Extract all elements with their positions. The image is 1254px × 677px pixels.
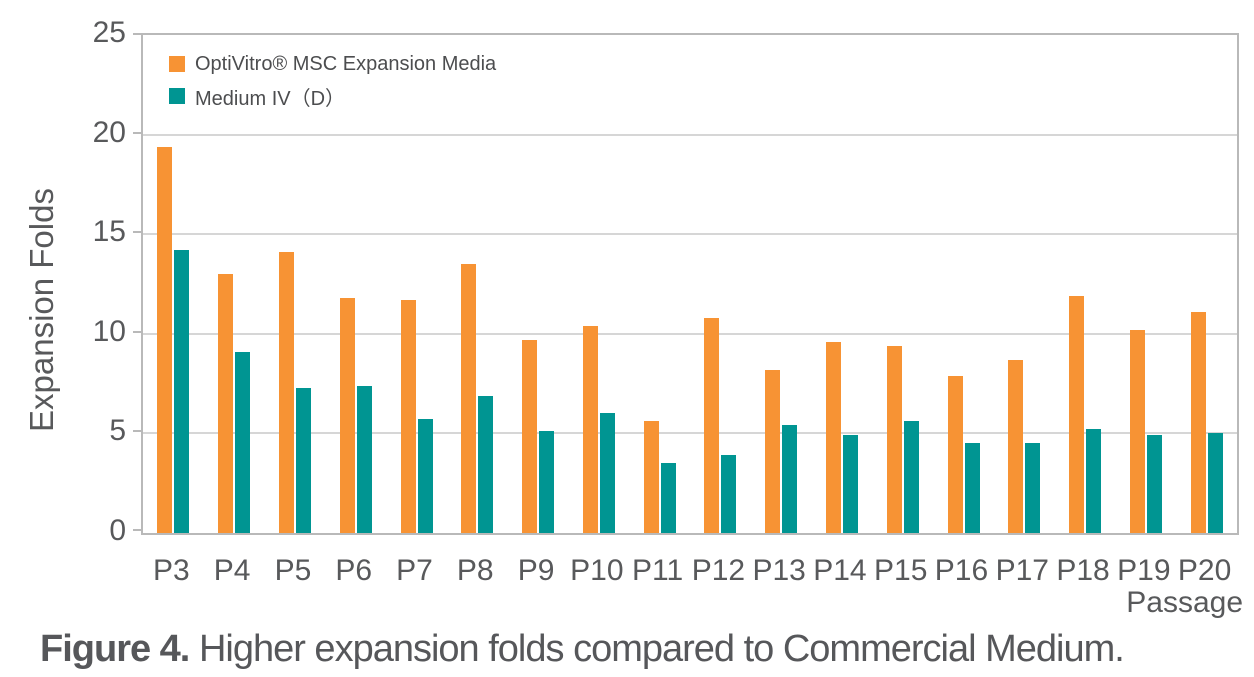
y-tick-mark	[133, 33, 141, 35]
bar-p13-optivitro-msc-expansion-media	[765, 369, 781, 533]
caption-text: Higher expansion folds compared to Comme…	[198, 628, 1125, 670]
legend-item-medium-iv: Medium IV（D）	[169, 85, 496, 110]
bar-p5-medium-iv-d	[295, 387, 311, 533]
bar-p15-medium-iv-d	[903, 421, 919, 533]
x-tick-label-p8: P8	[456, 554, 494, 587]
x-tick-label-p9: P9	[517, 554, 555, 587]
gridline-y5	[143, 432, 1237, 435]
gridline-y15	[143, 233, 1237, 236]
y-tick-mark	[133, 529, 141, 531]
x-tick-label-p19: P19	[1117, 554, 1171, 587]
figure-caption: Figure 4. Higher expansion folds compare…	[40, 628, 1125, 671]
caption-prefix: Figure 4.	[40, 628, 190, 670]
y-tick-mark	[133, 430, 141, 433]
legend-item-optivitro: OptiVitro® MSC Expansion Media	[169, 53, 496, 75]
bar-p14-optivitro-msc-expansion-media	[825, 341, 841, 533]
x-tick-label-p7: P7	[396, 554, 433, 587]
bar-p20-medium-iv-d	[1207, 433, 1223, 533]
bar-p19-medium-iv-d	[1146, 435, 1162, 533]
x-tick-label-p15: P15	[874, 554, 928, 587]
x-tick-label-p10: P10	[570, 554, 624, 587]
y-tick-label-5: 5	[109, 414, 126, 448]
bar-p9-medium-iv-d	[539, 431, 555, 533]
x-tick-label-p4: P4	[213, 554, 251, 587]
y-tick-mark	[133, 131, 141, 134]
bar-p10-optivitro-msc-expansion-media	[582, 325, 598, 533]
bar-p8-optivitro-msc-expansion-media	[461, 264, 477, 533]
legend-swatch-teal-icon	[169, 88, 185, 104]
bar-p18-medium-iv-d	[1086, 429, 1102, 533]
x-tick-label-p16: P16	[934, 554, 989, 587]
legend-swatch-orange-icon	[169, 56, 185, 72]
plot-area: OptiVitro® MSC Expansion Media Medium IV…	[141, 33, 1239, 535]
chart-legend: OptiVitro® MSC Expansion Media Medium IV…	[169, 53, 496, 117]
bar-p4-medium-iv-d	[235, 351, 251, 533]
bar-p12-optivitro-msc-expansion-media	[704, 317, 720, 533]
y-tick-label-20: 20	[92, 115, 126, 149]
bar-p11-optivitro-msc-expansion-media	[643, 421, 659, 533]
y-axis-title: Expansion Folds	[23, 188, 60, 432]
x-tick-label-p17: P17	[995, 554, 1049, 587]
bar-p7-medium-iv-d	[417, 419, 433, 533]
legend-label: OptiVitro® MSC Expansion Media	[195, 52, 497, 75]
y-tick-label-25: 25	[92, 16, 126, 49]
x-tick-label-p13: P13	[752, 554, 806, 587]
bar-p4-optivitro-msc-expansion-media	[218, 274, 234, 533]
bar-p10-medium-iv-d	[599, 413, 615, 533]
x-tick-label-p20: P20	[1177, 554, 1232, 587]
bar-p20-optivitro-msc-expansion-media	[1190, 311, 1206, 533]
y-tick-label-10: 10	[92, 314, 126, 348]
x-axis-title: Passage	[1126, 586, 1243, 619]
x-tick-label-p18: P18	[1056, 554, 1110, 587]
bar-p6-optivitro-msc-expansion-media	[339, 297, 355, 533]
bar-p14-medium-iv-d	[842, 435, 858, 533]
legend-label: Medium IV（D）	[195, 87, 346, 110]
x-tick-label-p5: P5	[274, 554, 312, 587]
bar-p17-optivitro-msc-expansion-media	[1008, 359, 1024, 533]
x-tick-label-p3: P3	[153, 554, 190, 587]
bar-p16-medium-iv-d	[964, 443, 980, 533]
bar-p19-optivitro-msc-expansion-media	[1129, 329, 1145, 533]
bar-p3-medium-iv-d	[174, 250, 190, 533]
bar-p13-medium-iv-d	[782, 425, 798, 533]
bar-p11-medium-iv-d	[660, 463, 676, 533]
bar-p5-optivitro-msc-expansion-media	[278, 252, 294, 533]
bar-p15-optivitro-msc-expansion-media	[886, 345, 902, 533]
bar-p6-medium-iv-d	[356, 385, 372, 533]
x-tick-label-p14: P14	[813, 554, 867, 587]
bar-p9-optivitro-msc-expansion-media	[522, 339, 538, 533]
y-tick-mark	[133, 330, 141, 333]
y-tick-mark	[133, 231, 141, 234]
gridline-y20	[143, 133, 1237, 136]
bar-p17-medium-iv-d	[1025, 443, 1041, 533]
y-tick-label-0: 0	[109, 514, 126, 547]
bar-p16-optivitro-msc-expansion-media	[947, 375, 963, 533]
y-tick-label-15: 15	[92, 215, 126, 249]
bar-p12-medium-iv-d	[721, 455, 737, 533]
x-tick-label-p11: P11	[632, 554, 684, 587]
bar-p18-optivitro-msc-expansion-media	[1069, 295, 1085, 533]
bar-p7-optivitro-msc-expansion-media	[400, 299, 416, 533]
x-tick-label-p6: P6	[335, 554, 373, 587]
x-tick-label-p12: P12	[691, 554, 746, 587]
gridline-y10	[143, 332, 1237, 335]
bar-p3-optivitro-msc-expansion-media	[157, 146, 173, 533]
bar-p8-medium-iv-d	[478, 395, 494, 533]
